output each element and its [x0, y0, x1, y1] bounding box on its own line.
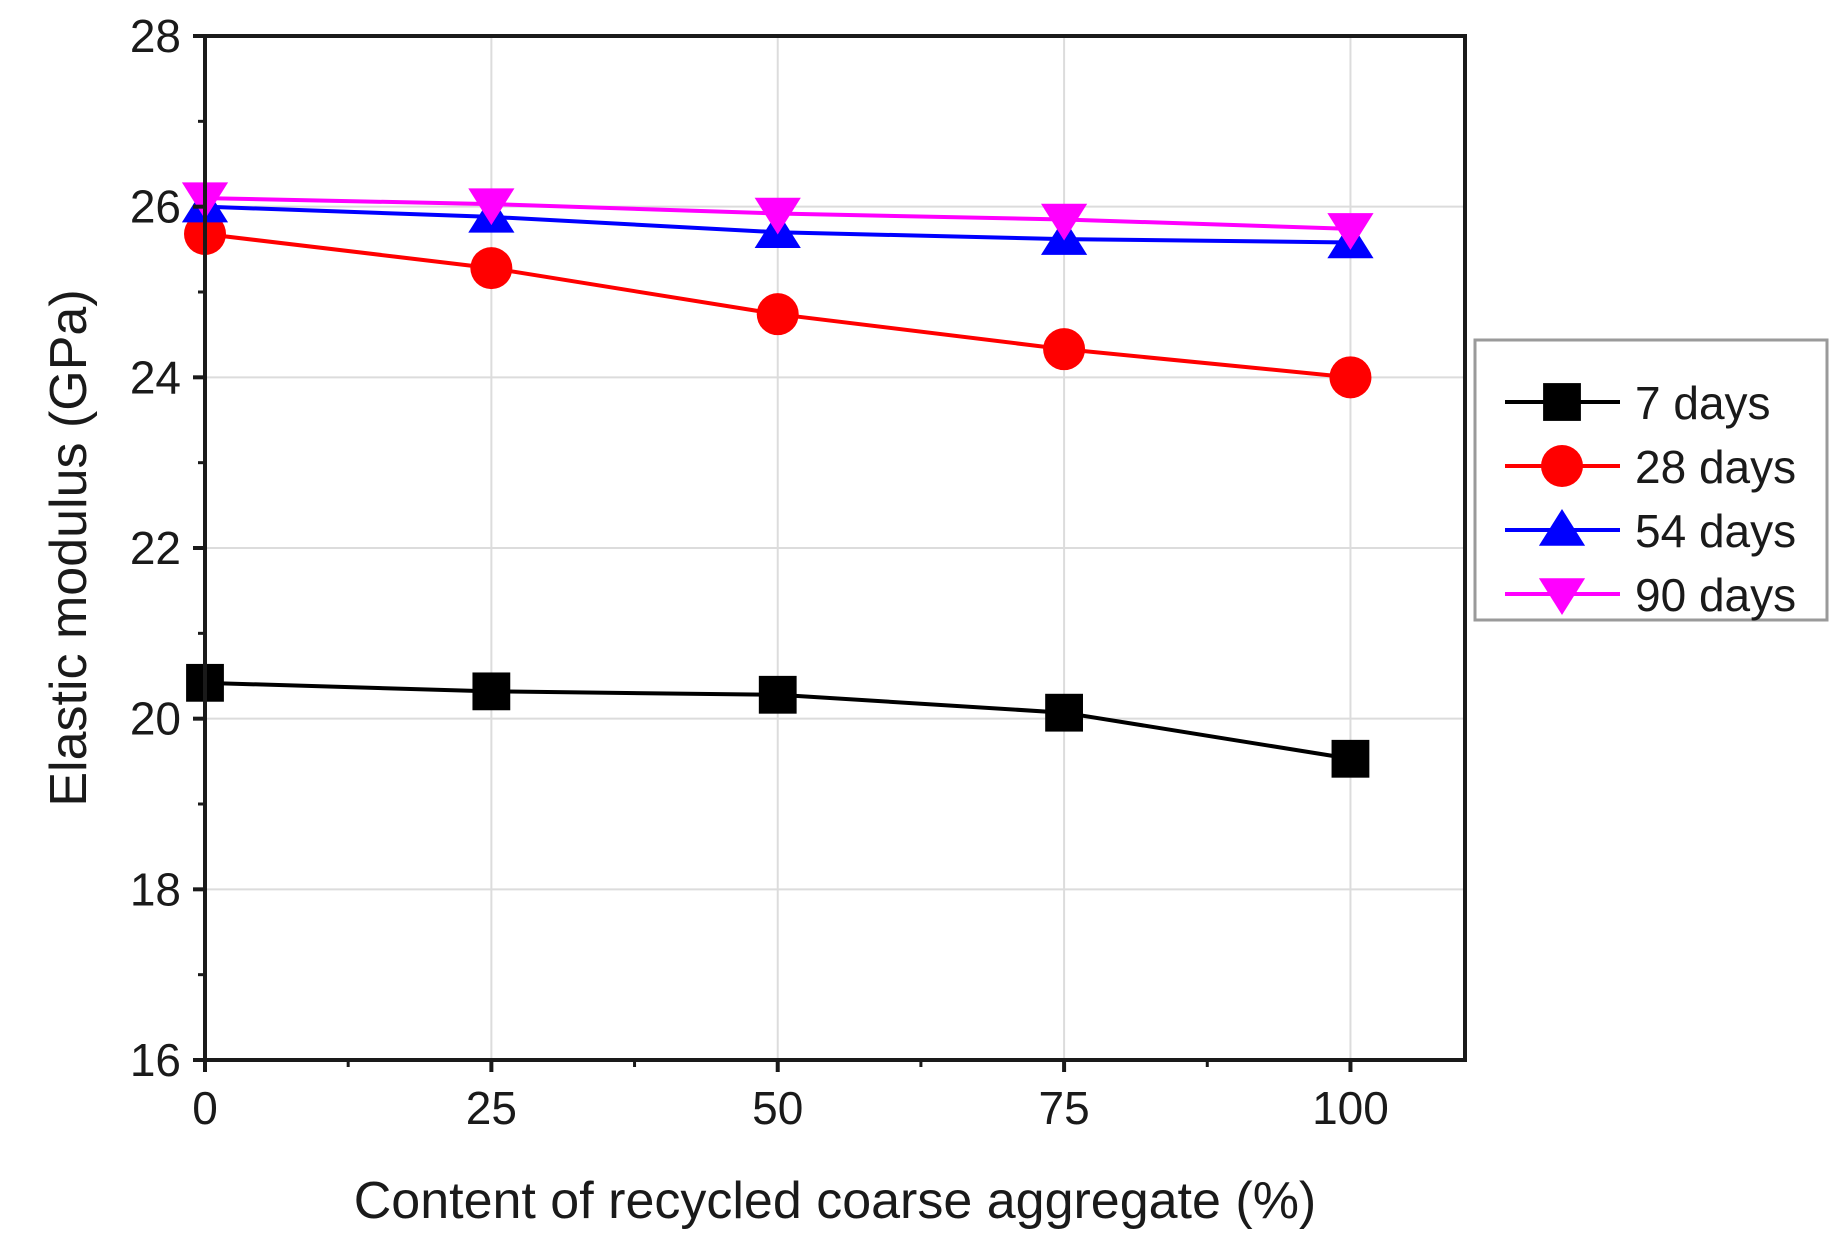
legend-label: 7 days [1635, 377, 1771, 429]
legend-marker [1538, 509, 1586, 546]
x-tick-label: 25 [466, 1082, 517, 1134]
data-point [470, 247, 513, 290]
series-90-days [181, 182, 1374, 250]
data-point [758, 675, 797, 714]
y-tick-label: 22 [130, 522, 181, 574]
y-axis-title: Elastic modulus (GPa) [40, 289, 98, 806]
legend-marker [1543, 383, 1581, 421]
data-point [754, 197, 801, 235]
legend-marker [1541, 445, 1583, 487]
y-tick-label: 18 [130, 863, 181, 915]
data-point [1331, 739, 1370, 778]
y-tick-label: 24 [130, 351, 181, 403]
legend-item: 90 days [1505, 569, 1796, 621]
legend-item: 28 days [1505, 441, 1796, 493]
x-axis-title: Content of recycled coarse aggregate (%) [354, 1172, 1317, 1230]
data-point [1043, 328, 1086, 371]
x-tick-label: 50 [752, 1082, 803, 1134]
axes: 16 18 20 22 24 26 28 0 25 50 75 100 [130, 10, 1389, 1134]
data-point [1040, 203, 1088, 241]
legend-item: 54 days [1505, 505, 1796, 557]
x-tick-label: 75 [1039, 1082, 1090, 1134]
x-tick-label: 0 [192, 1082, 218, 1134]
legend-label: 28 days [1635, 441, 1796, 493]
grid-lines [205, 36, 1465, 1060]
legend-label: 90 days [1635, 569, 1796, 621]
legend-item: 7 days [1505, 377, 1771, 429]
y-tick-label: 16 [130, 1034, 181, 1086]
legend-box [1473, 338, 1829, 622]
data-point [472, 672, 511, 711]
legend-label: 54 days [1635, 505, 1796, 557]
data-point [1045, 693, 1083, 732]
data-point [1327, 213, 1374, 250]
legend-marker [1538, 578, 1586, 615]
data-point [1329, 356, 1372, 399]
x-tick-label: 100 [1312, 1082, 1389, 1134]
data-point [468, 188, 515, 226]
y-tick-label: 28 [130, 10, 181, 62]
y-tick-label: 20 [130, 693, 181, 745]
data-point [756, 293, 799, 336]
legend: 7 days 28 days 54 days 90 days [1473, 338, 1829, 622]
y-tick-label: 26 [130, 181, 181, 233]
